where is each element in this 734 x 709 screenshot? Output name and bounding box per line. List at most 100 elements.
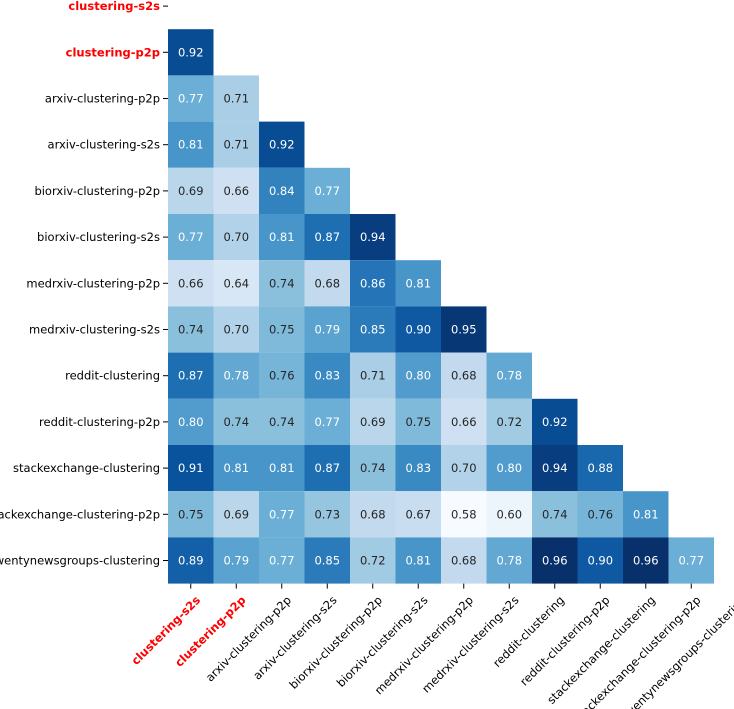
cell-stackexchange-clustering-x-medrxiv-clustering-s2s [486,445,532,492]
cell-value: 0.81 [269,230,295,244]
cell-twentynewsgroups-clustering-x-arxiv-clustering-p2p [259,537,305,584]
cell-reddit-clustering-x-clustering-s2s [168,352,214,399]
cell-arxiv-clustering-s2s-x-clustering-s2s [168,121,214,168]
cell-reddit-clustering-p2p-x-biorxiv-clustering-s2s [395,398,441,445]
cell-reddit-clustering-x-biorxiv-clustering-s2s [395,352,441,399]
cell-value: 0.81 [633,507,659,521]
cell-biorxiv-clustering-p2p-x-arxiv-clustering-p2p [259,167,305,214]
cell-reddit-clustering-x-arxiv-clustering-s2s [304,352,350,399]
cell-value: 0.85 [360,323,386,337]
cell-value: 0.74 [269,276,295,290]
cell-twentynewsgroups-clustering-x-clustering-s2s [168,537,214,584]
cell-value: 0.92 [542,415,568,429]
cell-value: 0.68 [360,507,386,521]
cell-stackexchange-clustering-p2p-x-arxiv-clustering-p2p [259,491,305,538]
cell-value: 0.68 [451,369,477,383]
cell-value: 0.90 [405,323,431,337]
cell-medrxiv-clustering-s2s-x-arxiv-clustering-p2p [259,306,305,353]
cell-value: 0.69 [223,507,249,521]
cell-value: 0.77 [269,554,295,568]
cell-arxiv-clustering-s2s-x-arxiv-clustering-p2p [259,121,305,168]
cell-value: 0.75 [178,507,204,521]
cell-value: 0.77 [678,554,704,568]
cell-value: 0.80 [496,461,522,475]
cell-twentynewsgroups-clustering-x-medrxiv-clustering-p2p [441,537,487,584]
cell-value: 0.79 [223,554,249,568]
cell-value: 0.80 [405,369,431,383]
cell-stackexchange-clustering-p2p-x-clustering-s2s [168,491,214,538]
cell-reddit-clustering-p2p-x-reddit-clustering [532,398,578,445]
row-labels: clustering-s2s clustering-p2p arxiv-cluste… [0,0,168,568]
column-label-arxiv-clustering-s2s: arxiv-clustering-s2s [250,593,339,682]
cell-medrxiv-clustering-s2s-x-clustering-s2s [168,306,214,353]
cell-stackexchange-clustering-p2p-x-biorxiv-clustering-s2s [395,491,441,538]
cell-value: 0.92 [178,45,204,59]
cell-value: 0.68 [451,554,477,568]
cell-value: 0.66 [451,415,477,429]
cell-medrxiv-clustering-s2s-x-biorxiv-clustering-s2s [395,306,441,353]
cell-reddit-clustering-x-medrxiv-clustering-s2s [486,352,532,399]
cell-value: 0.71 [223,92,249,106]
cell-value: 0.88 [587,461,613,475]
cell-biorxiv-clustering-s2s-x-arxiv-clustering-s2s [304,214,350,261]
cell-value: 0.86 [360,276,386,290]
cell-value: 0.74 [269,415,295,429]
cell-value: 0.90 [587,554,613,568]
cell-value: 0.94 [360,230,386,244]
cell-reddit-clustering-p2p-x-arxiv-clustering-s2s [304,398,350,445]
cell-twentynewsgroups-clustering-x-arxiv-clustering-s2s [304,537,350,584]
cell-medrxiv-clustering-s2s-x-medrxiv-clustering-p2p [441,306,487,353]
row-label-arxiv-clustering-p2p: arxiv-clustering-p2p [45,92,160,106]
cell-value: 0.94 [542,461,568,475]
row-label-arxiv-clustering-s2s: arxiv-clustering-s2s [48,138,160,152]
cell-medrxiv-clustering-s2s-x-clustering-p2p [213,306,259,353]
cell-twentynewsgroups-clustering-x-reddit-clustering-p2p [577,537,623,584]
cell-stackexchange-clustering-x-arxiv-clustering-p2p [259,445,305,492]
cell-medrxiv-clustering-p2p-x-clustering-s2s [168,260,214,307]
cell-twentynewsgroups-clustering-x-medrxiv-clustering-s2s [486,537,532,584]
cell-stackexchange-clustering-x-medrxiv-clustering-p2p [441,445,487,492]
cell-stackexchange-clustering-x-reddit-clustering-p2p [577,445,623,492]
cell-value: 0.84 [269,184,295,198]
cell-value: 0.89 [178,554,204,568]
row-label-clustering-p2p: clustering-p2p [66,45,160,59]
cell-value: 0.77 [178,92,204,106]
cell-value: 0.81 [405,554,431,568]
row-label-reddit-clustering-p2p: reddit-clustering-p2p [39,415,160,429]
cell-medrxiv-clustering-s2s-x-arxiv-clustering-s2s [304,306,350,353]
cell-stackexchange-clustering-x-clustering-s2s [168,445,214,492]
cell-value: 0.75 [405,415,431,429]
cell-biorxiv-clustering-s2s-x-clustering-s2s [168,214,214,261]
row-label-stackexchange-clustering: stackexchange-clustering [13,461,160,475]
cell-value: 0.72 [360,554,386,568]
cell-biorxiv-clustering-s2s-x-biorxiv-clustering-p2p [350,214,396,261]
cell-value: 0.70 [223,323,249,337]
cell-stackexchange-clustering-p2p-x-arxiv-clustering-s2s [304,491,350,538]
cell-arxiv-clustering-s2s-x-clustering-p2p [213,121,259,168]
cell-value: 0.95 [451,323,477,337]
cell-value: 0.77 [269,507,295,521]
cell-twentynewsgroups-clustering-x-clustering-p2p [213,537,259,584]
cell-stackexchange-clustering-x-biorxiv-clustering-p2p [350,445,396,492]
cell-medrxiv-clustering-p2p-x-biorxiv-clustering-s2s [395,260,441,307]
cell-value: 0.81 [178,138,204,152]
cell-medrxiv-clustering-s2s-x-biorxiv-clustering-p2p [350,306,396,353]
cell-reddit-clustering-p2p-x-clustering-s2s [168,398,214,445]
row-label-reddit-clustering: reddit-clustering [65,369,160,383]
cell-medrxiv-clustering-p2p-x-arxiv-clustering-p2p [259,260,305,307]
cell-value: 0.58 [451,507,477,521]
cell-stackexchange-clustering-p2p-x-stackexchange-clustering [623,491,669,538]
cell-stackexchange-clustering-p2p-x-reddit-clustering-p2p [577,491,623,538]
cell-biorxiv-clustering-p2p-x-clustering-p2p [213,167,259,214]
cell-reddit-clustering-p2p-x-medrxiv-clustering-s2s [486,398,532,445]
cell-value: 0.74 [360,461,386,475]
cell-twentynewsgroups-clustering-x-reddit-clustering [532,537,578,584]
cell-stackexchange-clustering-x-biorxiv-clustering-s2s [395,445,441,492]
cell-value: 0.81 [269,461,295,475]
cell-stackexchange-clustering-p2p-x-medrxiv-clustering-p2p [441,491,487,538]
cell-value: 0.83 [405,461,431,475]
cell-value: 0.78 [496,369,522,383]
column-label-reddit-clustering-p2p: reddit-clustering-p2p [517,593,612,688]
cell-stackexchange-clustering-x-clustering-p2p [213,445,259,492]
